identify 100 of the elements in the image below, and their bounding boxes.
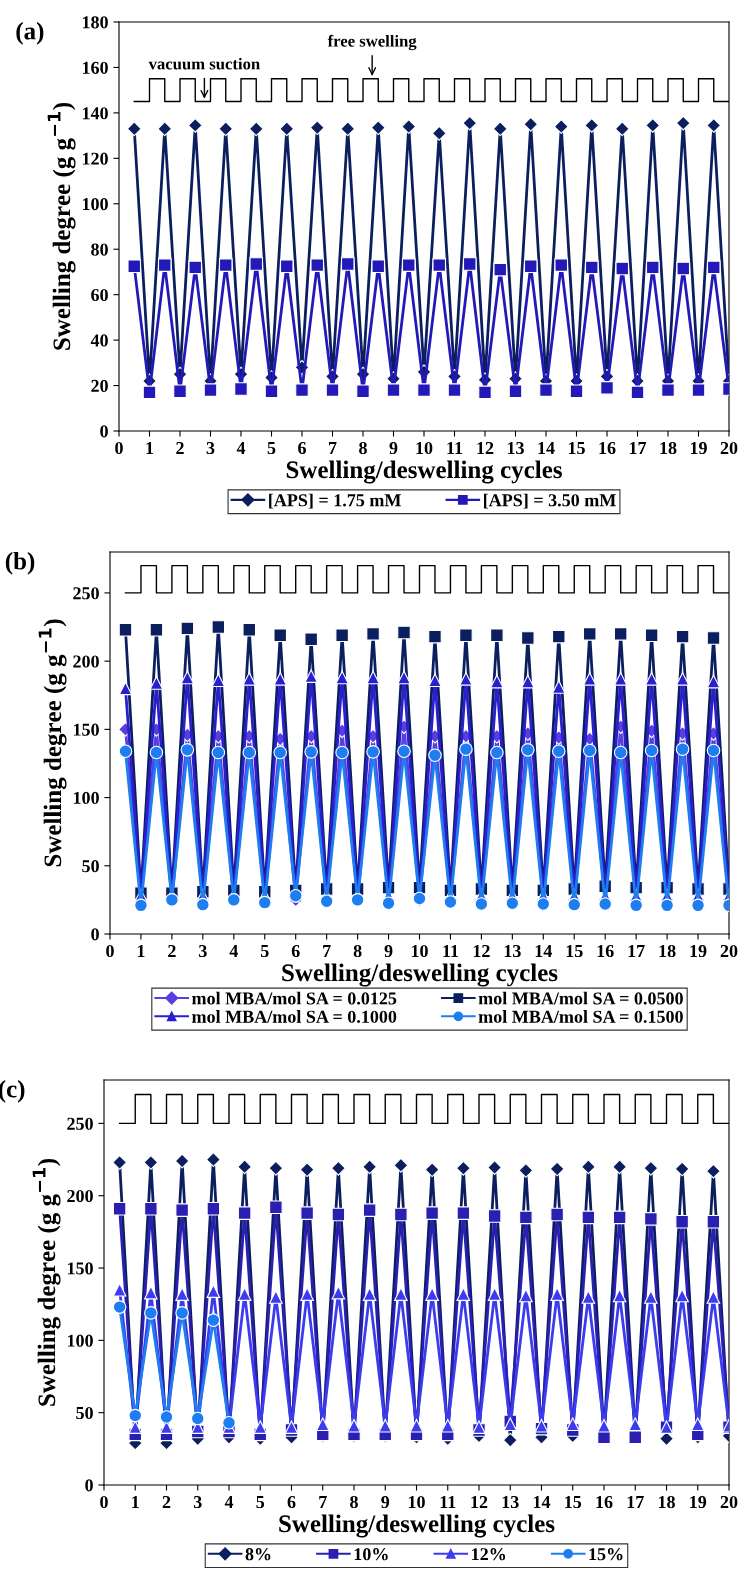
x-tick-label: 19 xyxy=(690,944,707,958)
x-tick-label: 12 xyxy=(471,1495,488,1508)
x-tick-label: 9 xyxy=(389,441,398,455)
x-tick-label: 10 xyxy=(416,441,433,455)
x-tick-label: 19 xyxy=(690,441,707,455)
x-tick-label: 0 xyxy=(115,441,123,455)
x-axis-title: Swelling/deswelling cycles xyxy=(279,1514,555,1538)
x-tick-label: 18 xyxy=(660,441,677,455)
y-tick-label: 100 xyxy=(82,198,108,211)
x-tick-label: 10 xyxy=(408,1495,425,1509)
x-tick-label: 9 xyxy=(384,944,393,958)
y-tick-label: 160 xyxy=(82,61,108,74)
x-tick-label: 1 xyxy=(137,945,145,957)
y-tick-label: 250 xyxy=(67,1117,93,1130)
x-tick-label: 1 xyxy=(146,442,154,454)
legend-label: [APS] = 1.75 mM xyxy=(269,493,401,509)
x-tick-label: 16 xyxy=(597,944,614,958)
y-tick-label: 80 xyxy=(91,243,108,256)
x-tick-label: 17 xyxy=(629,442,647,454)
x-tick-label: 7 xyxy=(323,945,331,957)
legend-label: 12% xyxy=(472,1548,506,1561)
y-tick-label: 100 xyxy=(73,791,99,805)
x-tick-label: 4 xyxy=(224,1496,234,1508)
y-tick-label: 40 xyxy=(90,334,108,347)
y-tick-label: 200 xyxy=(67,1189,93,1203)
legend-label: mol MBA/mol SA = 0.0500 xyxy=(478,991,683,1005)
x-tick-label: 8 xyxy=(359,441,367,455)
x-tick-label: 5 xyxy=(267,442,276,455)
x-tick-label: 19 xyxy=(690,1495,707,1509)
y-axis-title: Swelling degree (g g$^{−1}$) xyxy=(47,102,76,350)
x-tick-label: 11 xyxy=(443,945,459,957)
legend-label: mol MBA/mol SA = 0.0125 xyxy=(192,991,397,1005)
x-tick-label: 12 xyxy=(477,441,494,454)
x-tick-label: 15 xyxy=(568,442,585,455)
y-tick-label: 150 xyxy=(67,1262,93,1275)
y-tick-label: 180 xyxy=(82,16,108,29)
y-axis-title: Swelling degree (g g$^{−1}$) xyxy=(38,619,67,867)
x-tick-label: 11 xyxy=(440,1496,456,1508)
x-tick-label: 4 xyxy=(229,945,238,957)
legend-label: mol MBA/mol SA = 0.1500 xyxy=(478,1010,683,1023)
legend-label: 10% xyxy=(354,1548,388,1561)
x-tick-label: 3 xyxy=(206,441,215,455)
x-tick-label: 16 xyxy=(596,1495,613,1509)
x-tick-label: 7 xyxy=(319,1496,327,1508)
x-axis-title: Swelling/deswelling cycles xyxy=(282,963,558,987)
x-tick-label: 6 xyxy=(287,1495,296,1509)
x-tick-label: 2 xyxy=(168,944,176,957)
y-tick-label: 60 xyxy=(91,288,108,302)
y-tick-label: 50 xyxy=(76,1406,93,1420)
x-tick-label: 15 xyxy=(566,945,583,958)
x-tick-label: 1 xyxy=(132,1496,139,1508)
x-tick-label: 3 xyxy=(199,944,207,958)
x-tick-label: 15 xyxy=(565,1496,582,1509)
x-tick-label: 16 xyxy=(599,441,616,455)
x-tick-label: 17 xyxy=(627,1496,644,1508)
x-tick-label: 6 xyxy=(291,944,300,958)
x-tick-label: 2 xyxy=(176,441,184,454)
x-tick-label: 13 xyxy=(502,1495,519,1509)
x-tick-label: 13 xyxy=(504,944,521,958)
x-tick-label: 8 xyxy=(350,1495,358,1509)
x-axis-title: Swelling/deswelling cycles xyxy=(286,460,562,484)
x-tick-label: 18 xyxy=(659,944,676,958)
y-tick-label: 20 xyxy=(91,379,108,392)
x-tick-label: 8 xyxy=(353,944,362,958)
x-tick-label: 3 xyxy=(193,1495,202,1509)
x-tick-label: 14 xyxy=(538,442,555,454)
x-tick-label: 6 xyxy=(298,441,306,455)
x-tick-label: 9 xyxy=(381,1495,390,1509)
y-tick-label: 100 xyxy=(67,1334,93,1347)
chart-title: (a) xyxy=(16,22,44,45)
legend-label: mol MBA/mol SA = 0.1000 xyxy=(192,1010,397,1023)
y-axis-title: Swelling degree (g g$^{−1}$) xyxy=(32,1158,61,1406)
x-tick-label: 11 xyxy=(447,442,463,454)
x-tick-label: 5 xyxy=(256,1496,265,1509)
x-tick-label: 5 xyxy=(260,945,269,958)
x-tick-label: 10 xyxy=(411,944,428,958)
y-tick-label: 0 xyxy=(85,1479,93,1492)
x-tick-label: 18 xyxy=(658,1495,675,1509)
x-tick-label: 2 xyxy=(162,1495,171,1508)
x-tick-label: 14 xyxy=(533,1496,551,1508)
x-tick-label: 12 xyxy=(473,944,490,957)
legend-label: 15% xyxy=(589,1548,623,1561)
x-tick-label: 13 xyxy=(507,441,524,455)
y-tick-label: 0 xyxy=(100,425,108,438)
y-tick-label: 120 xyxy=(82,152,108,165)
x-tick-label: 20 xyxy=(720,944,738,958)
x-tick-label: 14 xyxy=(535,945,552,957)
x-tick-label: 7 xyxy=(329,442,337,454)
y-tick-label: 0 xyxy=(91,928,99,941)
x-tick-label: 20 xyxy=(720,1495,738,1509)
y-tick-label: 250 xyxy=(73,587,99,600)
legend-label: [APS] = 3.50 mM xyxy=(484,493,616,509)
x-tick-label: 4 xyxy=(236,442,246,454)
x-tick-label: 17 xyxy=(628,945,645,957)
y-tick-label: 50 xyxy=(82,860,99,873)
y-tick-label: 150 xyxy=(73,723,99,736)
chart-title: (b) xyxy=(5,552,35,575)
annotation: vacuum suction xyxy=(148,57,260,70)
legend-label: 8% xyxy=(245,1548,271,1561)
x-tick-label: 20 xyxy=(720,441,738,455)
